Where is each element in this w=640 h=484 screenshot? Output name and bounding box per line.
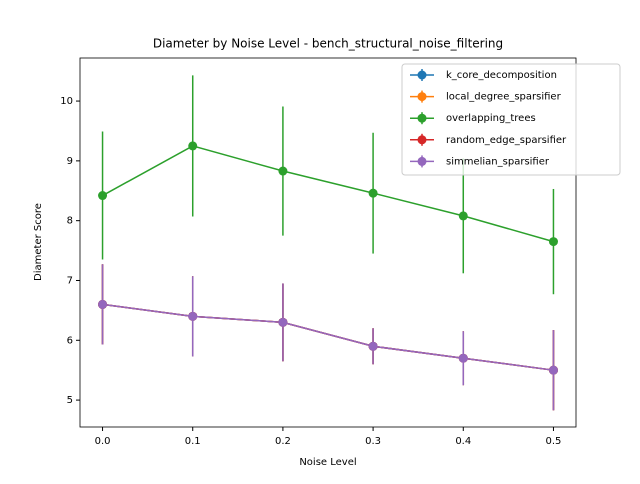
series-line xyxy=(102,303,554,371)
legend-marker xyxy=(417,92,427,102)
y-tick-label: 5 xyxy=(67,395,73,406)
legend-label: random_edge_sparsifier xyxy=(446,135,567,146)
data-point xyxy=(98,191,108,201)
y-tick-label: 8 xyxy=(67,216,73,227)
legend-marker xyxy=(417,70,427,80)
plot-frame xyxy=(79,57,577,428)
data-point xyxy=(368,341,378,351)
y-tick-label: 6 xyxy=(67,335,73,346)
data-point xyxy=(188,141,198,151)
series-line xyxy=(102,303,554,371)
legend-label: overlapping_trees xyxy=(446,113,536,124)
data-point xyxy=(278,317,288,327)
data-point xyxy=(548,365,558,375)
data-point xyxy=(278,166,288,176)
x-tick-label: 0.1 xyxy=(185,436,201,447)
y-tick-label: 10 xyxy=(60,96,73,107)
x-tick-label: 0.2 xyxy=(275,436,291,447)
data-point xyxy=(458,353,468,363)
data-point xyxy=(368,188,378,198)
data-point xyxy=(458,211,468,221)
legend-label: k_core_decomposition xyxy=(446,70,557,81)
data-point xyxy=(188,311,198,321)
x-tick-label: 0.5 xyxy=(546,436,562,447)
y-axis-label: Diameter Score xyxy=(33,203,44,281)
data-point xyxy=(548,237,558,247)
x-tick-label: 0.0 xyxy=(95,436,111,447)
data-point xyxy=(98,299,108,309)
x-tick-label: 0.4 xyxy=(455,436,471,447)
legend-marker xyxy=(417,135,427,145)
y-tick-label: 9 xyxy=(67,156,73,167)
legend-label: simmelian_sparsifier xyxy=(446,156,550,167)
x-tick-label: 0.3 xyxy=(365,436,381,447)
legend-box xyxy=(401,63,621,176)
series-line xyxy=(102,145,554,243)
legend-marker xyxy=(417,156,427,166)
y-tick-label: 7 xyxy=(67,275,73,286)
series-line xyxy=(102,303,554,371)
legend-marker xyxy=(417,113,427,123)
x-axis-label: Noise Level xyxy=(299,457,356,468)
legend-label: local_degree_sparsifier xyxy=(446,92,562,103)
series-line xyxy=(102,303,554,371)
chart-title: Diameter by Noise Level - bench_structur… xyxy=(153,37,503,51)
